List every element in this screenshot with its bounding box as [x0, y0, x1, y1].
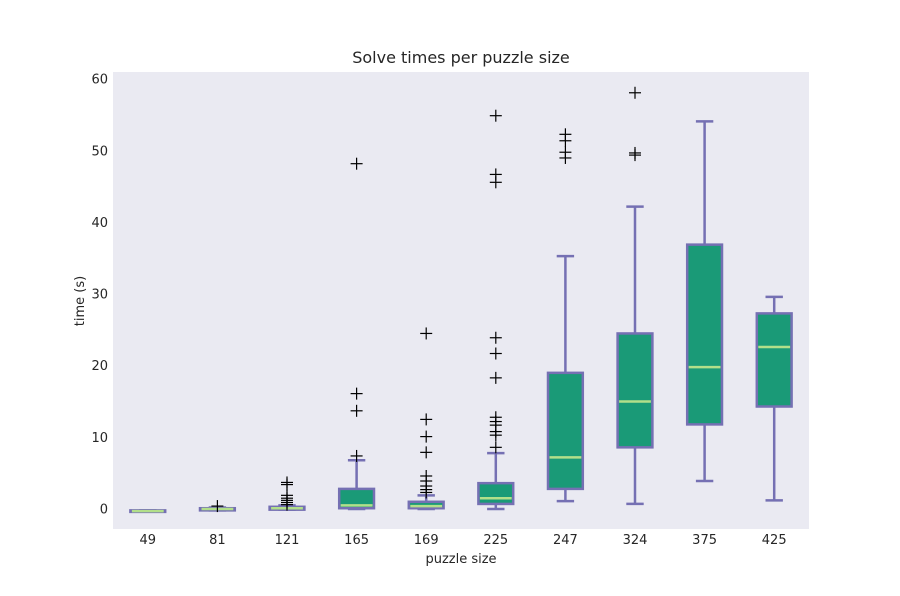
box-375 [685, 120, 724, 483]
outlier-point [489, 411, 502, 424]
x-tick-label: 49 [140, 533, 157, 548]
box-225 [477, 109, 515, 511]
y-tick-label: 40 [91, 216, 108, 231]
outlier-point [489, 168, 502, 181]
outlier-point [420, 446, 433, 459]
x-axis-label: puzzle size [425, 552, 496, 567]
outlier-point [489, 109, 502, 122]
chart-title: Solve times per puzzle size [352, 48, 570, 67]
outlier-point [559, 128, 572, 141]
box-iqr [755, 312, 793, 408]
y-tick-label: 20 [91, 359, 108, 374]
outlier-point [489, 347, 502, 360]
y-tick-label: 60 [91, 73, 108, 88]
outlier-point [420, 413, 433, 426]
box-iqr [685, 243, 724, 426]
box-247 [546, 128, 585, 503]
box-121 [268, 476, 306, 511]
outlier-point [281, 476, 293, 489]
outlier-point [629, 86, 641, 99]
x-axis-ticks: 49 81 121 165 169 225 247 324 375 425 [140, 533, 787, 548]
x-tick-label: 81 [209, 533, 226, 548]
outlier-point [489, 441, 502, 454]
box-series [129, 86, 793, 514]
x-tick-label: 225 [483, 533, 508, 548]
x-tick-label: 375 [692, 533, 717, 548]
box-49 [129, 509, 167, 514]
box-iqr [477, 481, 515, 506]
outlier-point [350, 404, 363, 417]
box-iqr [616, 332, 654, 449]
outlier-point [559, 146, 572, 159]
outlier-point [350, 449, 363, 462]
outlier-point [489, 371, 502, 384]
x-tick-label: 169 [414, 533, 439, 548]
y-tick-label: 30 [91, 288, 108, 303]
outlier-point [629, 146, 641, 159]
x-tick-label: 324 [623, 533, 648, 548]
box-169 [407, 327, 445, 511]
outlier-point [420, 327, 433, 340]
outlier-point [211, 500, 224, 513]
outlier-point [350, 387, 363, 400]
x-tick-label: 165 [344, 533, 369, 548]
outlier-point [489, 331, 502, 344]
y-axis-ticks: 0 10 20 30 40 50 60 [91, 73, 108, 518]
outlier-point [420, 430, 433, 443]
y-tick-label: 50 [91, 144, 108, 159]
box-iqr [546, 371, 585, 491]
outlier-point [350, 157, 363, 170]
box-iqr [337, 487, 376, 510]
box-324 [616, 86, 654, 506]
y-tick-label: 0 [100, 502, 108, 517]
outlier-point [420, 469, 433, 482]
box-165 [337, 157, 376, 511]
x-tick-label: 121 [275, 533, 300, 548]
x-tick-label: 425 [762, 533, 787, 548]
y-tick-label: 10 [91, 431, 108, 446]
box-425 [755, 295, 793, 502]
y-axis-label: time (s) [73, 276, 88, 326]
box-81 [198, 500, 237, 513]
outlier-point [281, 489, 293, 502]
x-tick-label: 247 [553, 533, 578, 548]
